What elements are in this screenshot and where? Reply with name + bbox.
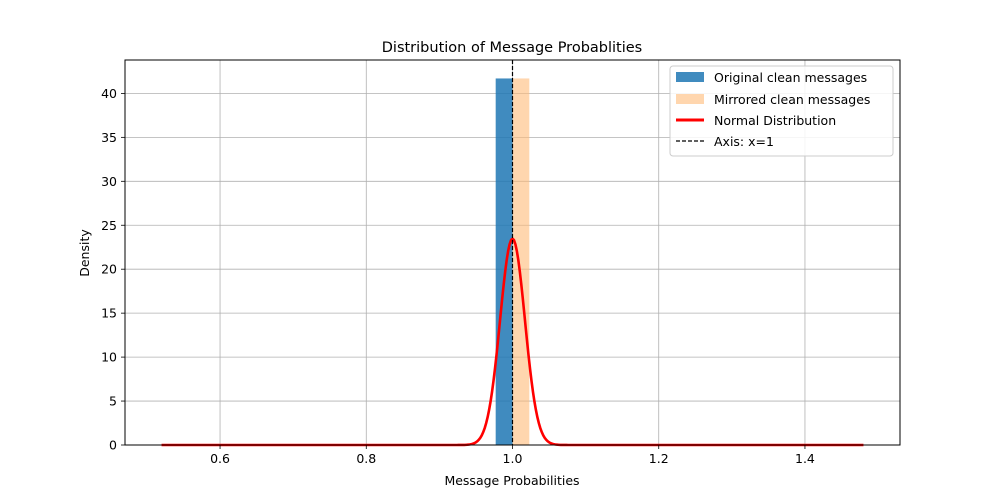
y-tick-label: 30 (101, 174, 117, 189)
legend-label-normal: Normal Distribution (714, 113, 836, 128)
y-tick-label: 35 (101, 130, 117, 145)
histogram-bar-mirrored (512, 78, 530, 446)
legend-swatch-mirrored (676, 94, 704, 104)
y-axis-ticks: 0 5 10 15 20 25 30 35 40 (101, 86, 125, 453)
chart-title: Distribution of Message Probablities (382, 40, 643, 56)
y-tick-label: 40 (101, 86, 117, 101)
y-tick-label: 10 (101, 350, 117, 365)
x-tick-label: 0.6 (210, 451, 230, 466)
y-tick-label: 5 (109, 394, 117, 409)
legend-swatch-original (676, 72, 704, 82)
legend-label-original: Original clean messages (714, 70, 867, 85)
x-tick-label: 1.2 (649, 451, 669, 466)
y-tick-label: 0 (109, 438, 117, 453)
y-tick-label: 25 (101, 218, 117, 233)
legend: Original clean messages Mirrored clean m… (669, 65, 894, 157)
histogram-bars (495, 78, 530, 446)
x-tick-label: 0.8 (356, 451, 376, 466)
legend-box (669, 65, 894, 157)
y-tick-label: 20 (101, 262, 117, 277)
x-axis-label: Message Probabilities (444, 473, 579, 488)
legend-label-mirrored: Mirrored clean messages (714, 92, 870, 107)
legend-label-axis: Axis: x=1 (714, 134, 774, 149)
y-axis-label: Density (77, 229, 92, 277)
x-axis-ticks: 0.6 0.8 1.0 1.2 1.4 (210, 445, 815, 466)
x-tick-label: 1.0 (503, 451, 523, 466)
x-tick-label: 1.4 (795, 451, 815, 466)
y-tick-label: 15 (101, 306, 117, 321)
histogram-bar-original (495, 78, 513, 446)
